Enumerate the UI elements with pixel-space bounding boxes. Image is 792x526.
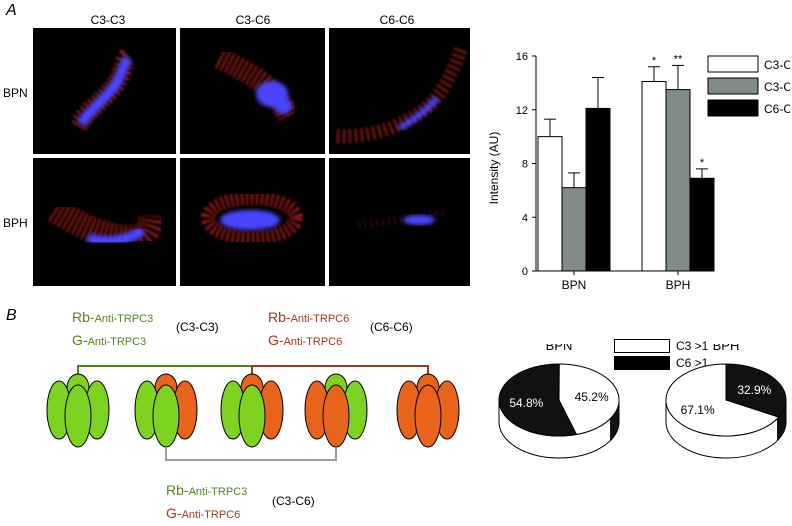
bracket-c3c6 [165,448,337,461]
g-prefix: G- [268,332,284,348]
rb-antibody: Anti-TRPC3 [94,313,154,325]
rb-antibody: Anti-TRPC3 [188,486,248,498]
pie-slice [665,363,780,437]
pie-charts: BPN 54.8% 45.2% BPH 32.9% 67.1% [498,344,787,459]
column-label-c3c3: C3-C3 [90,13,126,27]
pie-slice-label: 45.2% [575,390,609,404]
label-c3c6: Rb-Anti-TRPC3 G-Anti-TRPC6 [166,480,247,526]
legend-swatch [707,77,759,95]
channel-diagram [46,365,460,461]
column-label-c6c6: C6-C6 [379,13,415,27]
rb-prefix: Rb- [72,309,95,325]
tag-c6c6: (C6-C6) [370,320,413,334]
label-c6c6: Rb-Anti-TRPC6 G-Anti-TRPC6 [268,307,349,353]
channel-c3-c3 [46,373,110,448]
g-prefix: G- [166,505,182,521]
pie-slice-label: 32.9% [737,383,771,397]
micrograph-bpn-c6c6 [329,28,470,154]
legend-swatch [707,55,759,73]
legend-swatch-white [614,339,670,353]
y-tick-label: 4 [522,212,528,224]
pie-legend-label: C3 >1 [676,339,709,353]
pie-title: BPN [546,344,573,353]
micrograph-bph-c3c3 [33,158,176,286]
legend-swatch [707,99,759,117]
legend-label: C3-C6 [764,80,790,94]
pie-slice-label: 67.1% [681,403,715,417]
pie-legend-item-c6: C6 >1 [614,355,708,371]
x-category-label: BPN [562,278,587,292]
panel-a-letter: A [6,2,17,19]
x-category-label: BPH [666,278,691,292]
bar [561,187,587,272]
y-tick-label: 8 [522,159,528,171]
bar [585,107,611,272]
micrograph-bpn-c3c3 [33,28,176,154]
rb-antibody: Anti-TRPC6 [290,313,350,325]
legend-label: C3-C3 [764,58,790,72]
pie-title: BPH [713,344,740,353]
bar-chart-ylabel: Intensity (AU) [487,132,501,205]
panel-b-letter: B [6,307,17,324]
rb-prefix: Rb- [166,482,189,498]
g-antibody: Anti-TRPC6 [283,336,343,348]
legend-label: C6-C6 [764,102,790,116]
channel-c3-mixed [134,373,198,448]
pie-legend-label: C6 >1 [676,356,709,370]
tag-c3c6: (C3-C6) [272,494,315,508]
pie-slice [725,363,787,418]
channel-c3-c6 [220,373,284,448]
micrograph-bpn-c3c6 [180,28,325,154]
micrograph-bph-c6c6 [329,158,470,286]
y-tick-label: 16 [516,51,528,63]
significance-mark: * [700,157,705,169]
channel-c6-c6 [396,373,460,448]
bar [689,177,715,272]
pie-slice [558,363,620,435]
g-antibody: Anti-TRPC6 [181,509,241,521]
pie-legend-item-c3: C3 >1 [614,338,708,354]
significance-mark: ** [674,53,683,65]
y-tick-label: 0 [522,266,528,278]
significance-mark: * [652,55,657,67]
subunit-front [414,384,442,448]
bracket-c6c6 [251,365,429,376]
tag-c3c3: (C3-C3) [176,320,219,334]
pie-legend: C3 >1 C6 >1 [614,338,708,371]
column-label-c3c6: C3-C6 [235,13,271,27]
channel-c6-mixed [304,373,368,448]
row-label-bph: BPH [3,216,28,230]
row-label-bpn: BPN [3,86,28,100]
subunit-front [238,384,266,448]
pie-slice-label: 54.8% [509,396,543,410]
bar [641,81,667,272]
micrograph-bph-c3c6 [180,158,325,286]
g-prefix: G- [72,332,88,348]
label-c3c3: Rb-Anti-TRPC3 G-Anti-TRPC3 [72,307,153,353]
y-tick-label: 12 [516,105,528,117]
subunit-front [322,384,350,448]
subunit-front [152,384,180,448]
g-antibody: Anti-TRPC3 [87,336,147,348]
rb-prefix: Rb- [268,309,291,325]
legend-swatch-black [614,356,670,370]
subunit-front [64,384,92,448]
pie-slice [498,363,578,437]
bar [665,89,691,272]
bar [537,136,563,272]
